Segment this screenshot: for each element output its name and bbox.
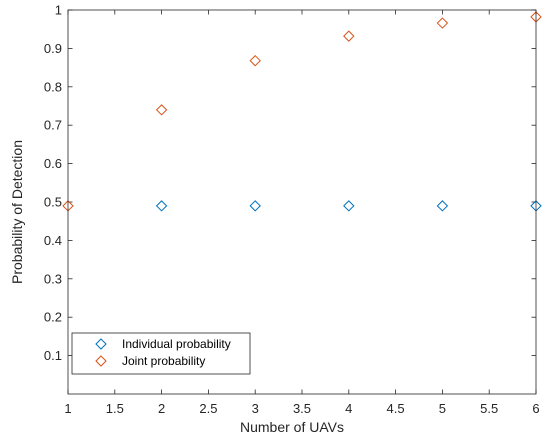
tick-labels: 1 1.5 2 2.5 3 3.5 4 4.5 5 5.5 6 0.1 0.2 0.3 0.4 0.5 0.6 0… — [44, 3, 540, 417]
data-point-individual — [436, 200, 449, 212]
x-tick-label: 4 — [345, 401, 352, 416]
y-tick-label: 0.6 — [44, 156, 62, 171]
plot-area — [68, 10, 536, 394]
data-point-joint — [436, 17, 449, 29]
plot-frame — [67, 9, 537, 395]
x-tick-label: 5 — [439, 401, 446, 416]
y-tick-label: 0.9 — [44, 41, 62, 56]
plot-background — [68, 10, 536, 394]
data-point-individual — [343, 200, 355, 212]
data-point-joint — [155, 104, 168, 116]
x-axis-label: Number of UAVs — [240, 419, 344, 435]
y-tick-label: 1 — [55, 3, 62, 18]
x-tick-label: 4.5 — [387, 401, 405, 416]
y-axis-label: Probability of Detection — [9, 140, 25, 284]
data-point-individual — [249, 200, 261, 212]
x-tick-label: 1.5 — [106, 401, 124, 416]
x-tick-label: 6 — [532, 401, 539, 416]
x-tick-label: 3.5 — [293, 401, 311, 416]
legend-label-individual: Individual probability — [122, 337, 231, 351]
legend-entry-individual: Individual probability — [95, 337, 231, 351]
data-point-individual — [155, 200, 168, 212]
legend-label-joint: Joint probability — [122, 354, 205, 368]
y-tick-label: 0.3 — [44, 271, 62, 286]
x-tick-label: 5.5 — [480, 401, 498, 416]
axes-box — [67, 9, 537, 395]
data-points — [62, 11, 542, 212]
data-point-joint — [249, 54, 261, 67]
y-tick-label: 0.5 — [44, 195, 62, 210]
y-tick-label: 0.4 — [44, 233, 62, 248]
legend-marker-joint — [95, 355, 107, 367]
y-tick-label: 0.7 — [44, 118, 62, 133]
data-point-joint — [343, 30, 355, 42]
y-tick-label: 0.2 — [44, 310, 62, 325]
x-tick-label: 1 — [64, 401, 71, 416]
x-tick-label: 2.5 — [199, 401, 217, 416]
legend-marker-individual — [95, 338, 107, 350]
y-tick-label: 0.8 — [44, 79, 62, 94]
legend-entry-joint: Joint probability — [95, 354, 205, 368]
x-tick-label: 3 — [252, 401, 259, 416]
x-tick-label: 2 — [158, 401, 165, 416]
y-tick-label: 0.1 — [44, 348, 62, 363]
legend: Individual probability Joint probability — [71, 332, 251, 375]
